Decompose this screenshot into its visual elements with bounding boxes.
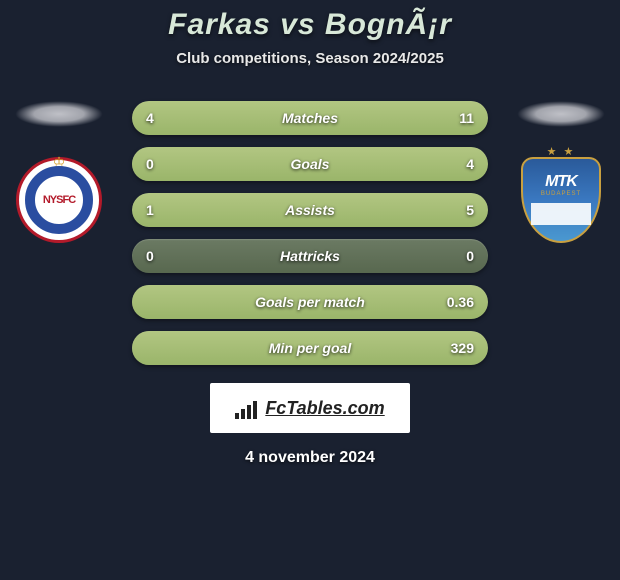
footer-date: 4 november 2024 bbox=[0, 449, 620, 467]
right-club-subname: BUDAPEST bbox=[523, 191, 599, 197]
stat-value-right: 11 bbox=[459, 110, 474, 126]
stat-label: Min per goal bbox=[269, 340, 351, 356]
right-club-name: MTK bbox=[523, 173, 599, 191]
stat-value-right: 5 bbox=[466, 202, 474, 218]
player-silhouette-shadow bbox=[517, 101, 605, 127]
stat-row: 0 Goals 4 bbox=[132, 147, 488, 181]
left-player-side: ♔ NYSFC bbox=[4, 101, 114, 243]
right-player-side: ★ ★ MTK BUDAPEST bbox=[506, 101, 616, 243]
stat-fill-right bbox=[227, 101, 488, 135]
player-silhouette-shadow bbox=[15, 101, 103, 127]
stat-value-left: 4 bbox=[146, 110, 154, 126]
comparison-main: ♔ NYSFC 4 Matches 11 0 Goals 4 1 Assists 5 0 Hattr… bbox=[0, 101, 620, 377]
stat-row: Goals per match 0.36 bbox=[132, 285, 488, 319]
page-title: Farkas vs BognÃ¡r bbox=[0, 8, 620, 42]
stat-value-left: 1 bbox=[146, 202, 154, 218]
badge-stripe bbox=[531, 203, 591, 225]
bar-icon bbox=[247, 405, 251, 419]
fctables-logo-link[interactable]: FcTables.com bbox=[210, 383, 410, 433]
fctables-text: FcTables.com bbox=[265, 398, 384, 419]
stat-value-right: 329 bbox=[451, 340, 474, 356]
stat-label: Matches bbox=[282, 110, 338, 126]
stat-label: Goals per match bbox=[255, 294, 365, 310]
stat-row: 4 Matches 11 bbox=[132, 101, 488, 135]
bars-icon bbox=[235, 398, 259, 419]
stat-row: 1 Assists 5 bbox=[132, 193, 488, 227]
page-subtitle: Club competitions, Season 2024/2025 bbox=[0, 50, 620, 67]
bar-icon bbox=[241, 409, 245, 419]
stat-row: 0 Hattricks 0 bbox=[132, 239, 488, 273]
bar-icon bbox=[253, 401, 257, 419]
bar-icon bbox=[235, 413, 239, 419]
stars-icon: ★ ★ bbox=[523, 145, 599, 158]
stat-value-right: 4 bbox=[466, 156, 474, 172]
right-club-badge: ★ ★ MTK BUDAPEST bbox=[521, 157, 601, 243]
stat-fill-left bbox=[132, 193, 191, 227]
left-club-name: NYSFC bbox=[43, 194, 75, 206]
stat-label: Assists bbox=[285, 202, 335, 218]
stat-value-right: 0 bbox=[466, 248, 474, 264]
stat-value-left: 0 bbox=[146, 156, 154, 172]
stat-label: Goals bbox=[291, 156, 330, 172]
stat-fill-right bbox=[191, 193, 488, 227]
stat-row: Min per goal 329 bbox=[132, 331, 488, 365]
stats-column: 4 Matches 11 0 Goals 4 1 Assists 5 0 Hattricks 0 Goa… bbox=[114, 101, 506, 377]
stat-value-right: 0.36 bbox=[447, 294, 474, 310]
stat-value-left: 0 bbox=[146, 248, 154, 264]
stat-label: Hattricks bbox=[280, 248, 340, 264]
left-club-badge: ♔ NYSFC bbox=[16, 157, 102, 243]
